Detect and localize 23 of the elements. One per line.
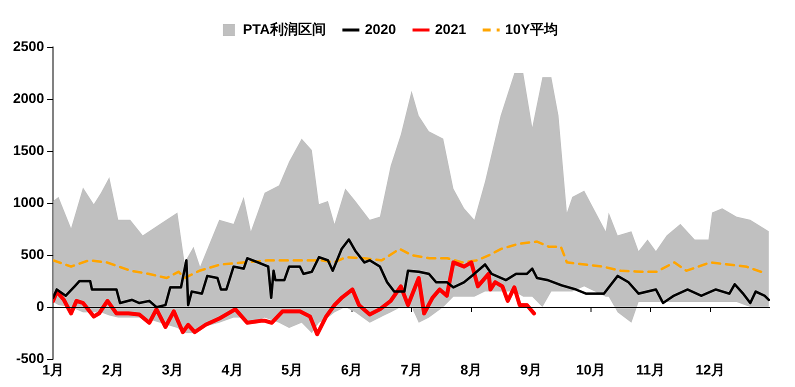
legend-label: 10Y平均 — [505, 20, 558, 37]
y-tick-label: 0 — [36, 298, 44, 314]
x-tick-label: 10月 — [576, 361, 606, 378]
legend-label: PTA利润区间 — [242, 20, 326, 37]
x-tick-label: 2月 — [102, 361, 124, 378]
x-tick-label: 1月 — [42, 361, 64, 378]
x-tick-label: 4月 — [221, 361, 244, 378]
y-tick-label: 2000 — [12, 90, 44, 106]
x-tick-label: 12月 — [695, 361, 726, 378]
y-tick-label: 2500 — [12, 38, 44, 54]
legend-label: 2020 — [364, 20, 396, 37]
y-tick-label: -500 — [16, 350, 44, 366]
x-tick-label: 5月 — [281, 361, 303, 378]
x-tick-label: 8月 — [460, 361, 482, 378]
legend-label: 2021 — [435, 20, 466, 37]
x-tick-label: 11月 — [636, 361, 665, 378]
y-tick-label: 1500 — [12, 142, 44, 158]
x-tick-label: 6月 — [340, 361, 363, 378]
y-tick-label: 500 — [20, 246, 44, 262]
y-tick-label: 1000 — [12, 194, 44, 210]
x-tick-label: 3月 — [162, 361, 184, 378]
x-tick-label: 9月 — [520, 361, 542, 378]
x-tick-label: 7月 — [400, 361, 422, 378]
